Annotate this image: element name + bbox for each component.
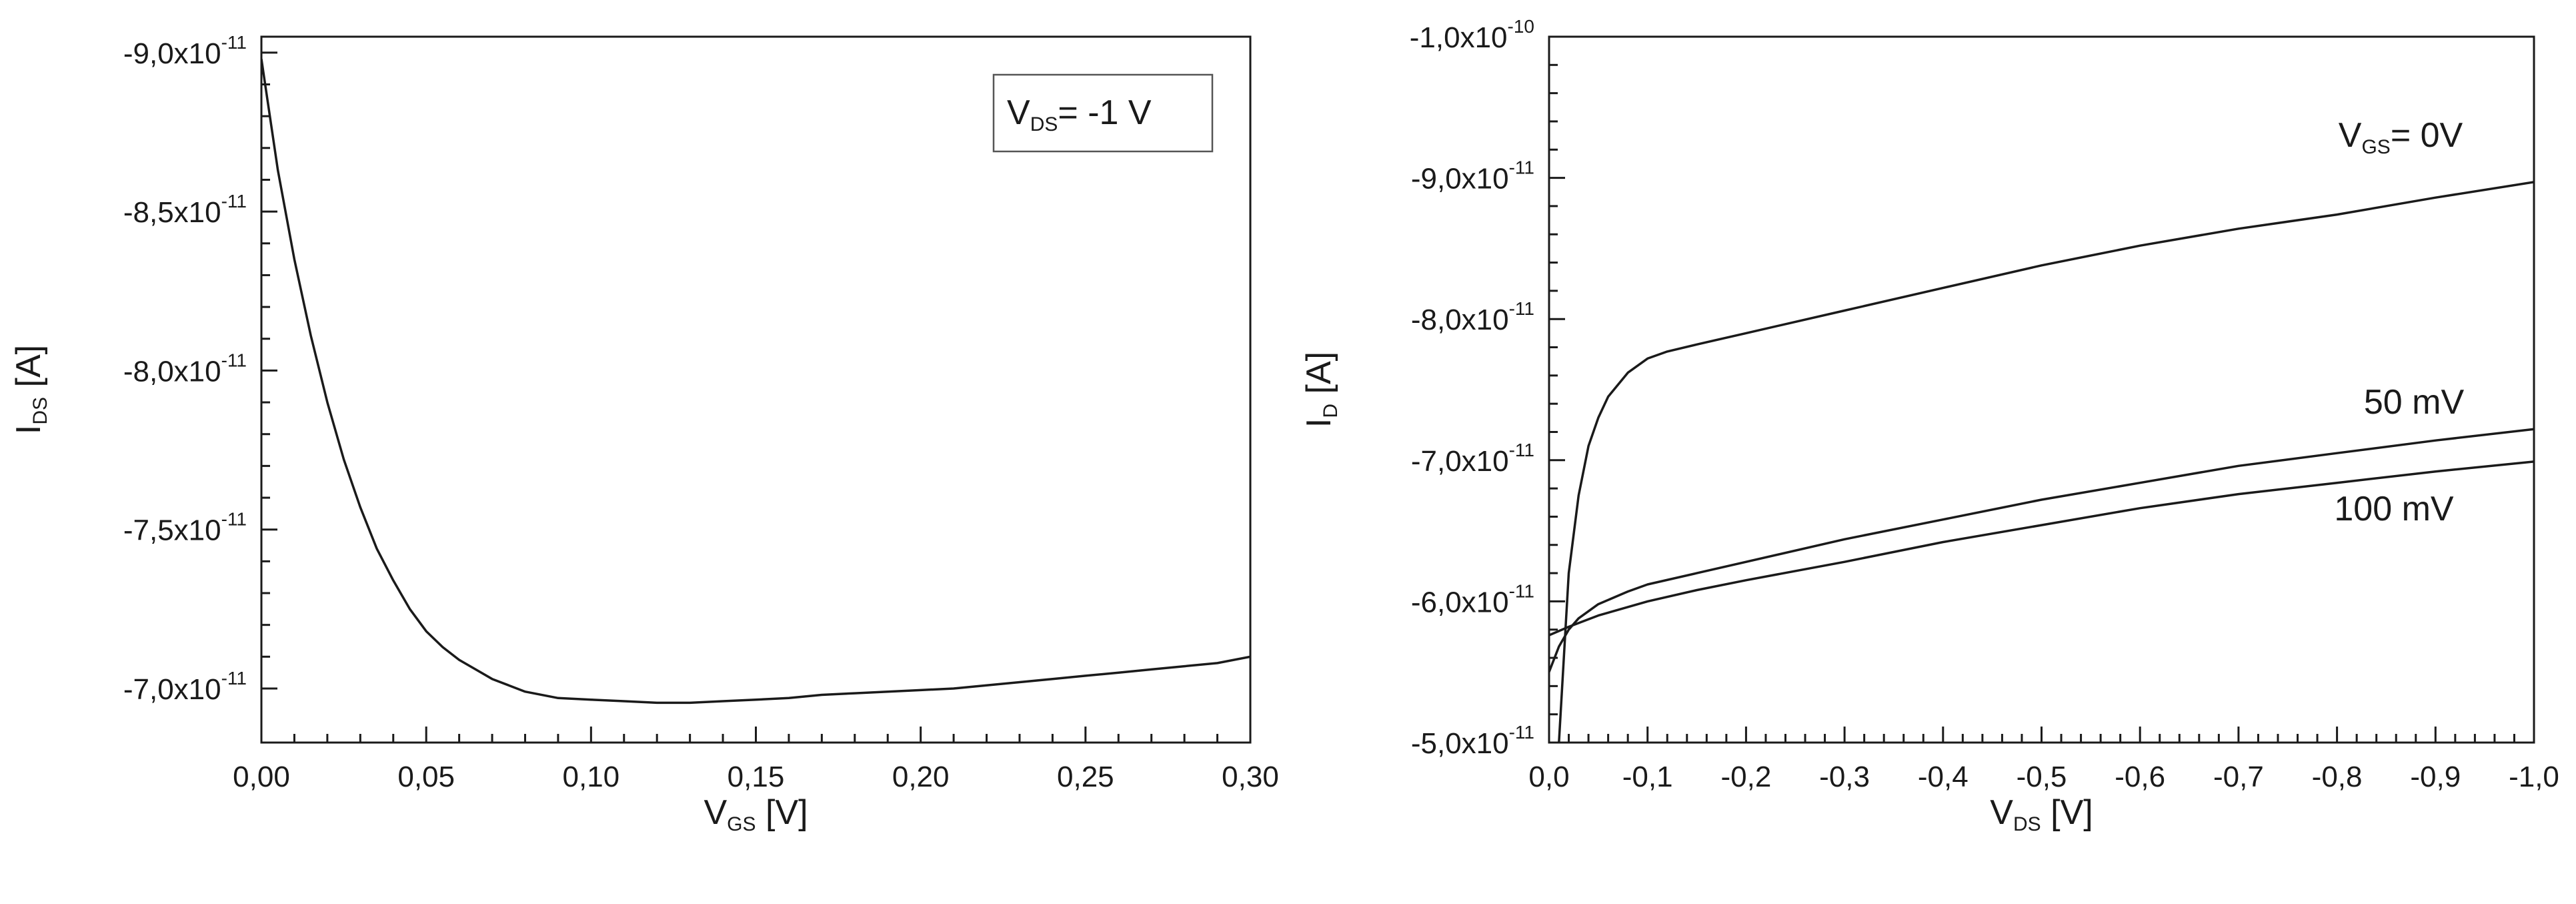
right-series-label-1: 50 mV (2364, 383, 2465, 422)
right-x-axis-title: VDS [V] (1990, 793, 2093, 835)
right-series-line-1 (1549, 428, 2534, 672)
left-y-tick-label: -9,0x10-11 (123, 32, 247, 70)
right-series-line-2 (1549, 460, 2534, 636)
left-x-tick-label: 0,15 (728, 761, 785, 793)
right-x-tick-label: -0,4 (1918, 761, 1969, 793)
left-x-axis-title: VGS [V] (704, 793, 808, 835)
right-x-tick-label: -0,9 (2410, 761, 2461, 793)
right-x-tick-label: -1,0 (2509, 761, 2559, 793)
left-series-line-0 (261, 59, 1250, 705)
right-plot: 0,0 -0,1 -0,2 -0,3 -0,4 -0,5 -0,6 -0,7 -0,8 -0,9 -… (1300, 16, 2559, 835)
left-x-tick-label: 0,20 (892, 761, 950, 793)
right-x-tick-label: -0,1 (1622, 761, 1673, 793)
right-y-tick-label: -9,0x10-11 (1411, 157, 1534, 195)
right-series-group (1549, 181, 2534, 743)
right-y-tick-label: -7,0x10-11 (1411, 440, 1534, 478)
right-y-tick-label: -1,0x10-10 (1410, 16, 1534, 54)
left-x-tick-label: 0,10 (563, 761, 620, 793)
right-series-label-0: VGS= 0V (2339, 116, 2463, 158)
left-y-tick-label: -8,5x10-11 (123, 191, 247, 229)
left-y-tick-label: -8,0x10-11 (123, 350, 247, 388)
left-annotation-text: VDS= -1 V (1007, 93, 1152, 135)
right-x-tick-label: -0,3 (1819, 761, 1870, 793)
left-y-tick-label: -7,5x10-11 (123, 509, 247, 547)
right-y-tick-label: -5,0x10-11 (1411, 722, 1534, 760)
left-series-group (261, 59, 1250, 705)
right-x-tick-label: -0,2 (1720, 761, 1771, 793)
right-x-tick-label: -0,5 (2017, 761, 2067, 793)
left-x-tick-label: 0,30 (1222, 761, 1279, 793)
left-x-tick-label: 0,00 (233, 761, 290, 793)
right-x-tick-label: -0,7 (2213, 761, 2264, 793)
right-series-line-0 (1558, 181, 2534, 743)
left-plot: 0,00 0,05 0,10 0,15 0,20 0,25 0,30 -9,0x10-11 -8… (9, 32, 1279, 835)
left-x-tick-label: 0,05 (397, 761, 455, 793)
right-x-tick-label: -0,8 (2312, 761, 2363, 793)
right-series-label-2: 100 mV (2334, 490, 2454, 528)
left-y-axis-title: IDS [A] (9, 345, 51, 434)
left-y-tick-label: -7,0x10-11 (123, 668, 247, 706)
left-annotation-box (992, 73, 1214, 153)
left-x-tick-label: 0,25 (1057, 761, 1114, 793)
right-y-axis-title: ID [A] (1300, 352, 1342, 428)
right-x-tick-label: -0,6 (2115, 761, 2165, 793)
right-y-tick-label: -6,0x10-11 (1411, 580, 1534, 618)
right-x-tick-label: 0,0 (1528, 761, 1569, 793)
right-y-tick-label: -8,0x10-11 (1411, 298, 1534, 336)
